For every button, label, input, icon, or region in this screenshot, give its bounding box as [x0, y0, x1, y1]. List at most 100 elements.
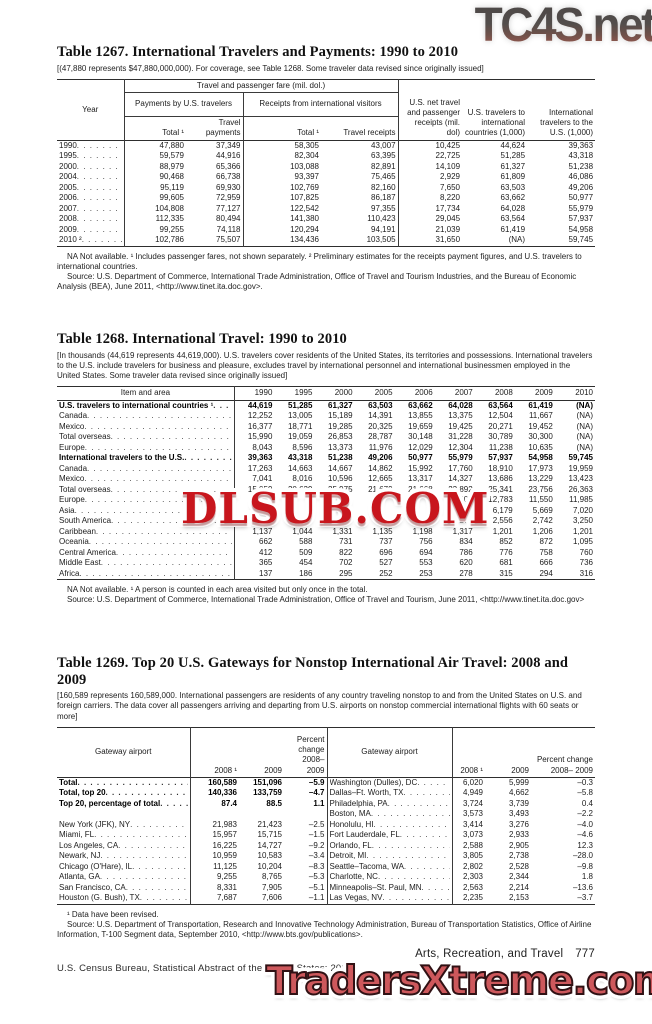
- column-header-item-area: Item and area: [57, 386, 235, 401]
- value-cell: 82,304: [294, 151, 319, 161]
- value-cell: 2,742: [532, 516, 553, 526]
- value-cell: 17,760: [448, 463, 473, 473]
- row-label-text: Chicago (O'Hare), IL: [59, 861, 133, 871]
- row-label-text: San Francisco, CA: [59, 882, 126, 892]
- value-cell: 11,667: [528, 411, 553, 421]
- value-cell: 140,336: [208, 788, 237, 798]
- value-cell: 10,204: [257, 861, 282, 871]
- row-label-text: Central America: [59, 547, 116, 557]
- row-label: Dallas–Ft. Worth, TX: [330, 788, 450, 798]
- value-cell: 2,528: [508, 861, 529, 871]
- column-header-year: 2008: [494, 388, 513, 398]
- value-cell: –2.5: [284, 819, 328, 831]
- value-cell: –5.3: [284, 872, 328, 883]
- value-cell: 26,853: [328, 432, 353, 442]
- value-cell: 872: [539, 537, 553, 547]
- value-cell: 47,880: [159, 140, 184, 150]
- value-cell: 51,285: [500, 151, 526, 161]
- value-cell: [274, 506, 314, 517]
- value-cell: 55,979: [568, 203, 594, 213]
- section-table-1268: Table 1268. International Travel: 1990 t…: [57, 331, 595, 606]
- value-cell: 2,905: [508, 840, 529, 850]
- value-cell: 16,225: [212, 840, 237, 850]
- dot-leader: [82, 235, 122, 245]
- dot-leader: [75, 506, 232, 516]
- value-cell: 43,318: [568, 151, 594, 161]
- value-cell: 12,029: [408, 442, 433, 452]
- dot-leader: [106, 788, 188, 798]
- gateway-cell: Los Angeles, CA: [57, 840, 191, 852]
- value-cell: 756: [419, 537, 433, 547]
- value-cell: 21,668: [408, 484, 433, 494]
- gateway-cell: Top 20, percentage of total: [57, 798, 191, 810]
- row-label-text: Seattle–Tacoma, WA: [329, 861, 404, 871]
- value-cell: 57,937: [488, 453, 513, 463]
- value-cell: 13,317: [408, 474, 433, 484]
- gateway-cell: Total: [57, 777, 191, 789]
- value-cell: 14,667: [328, 463, 353, 473]
- value-cell: 736: [579, 558, 593, 568]
- value-cell: 509: [299, 547, 313, 557]
- value-cell: [314, 516, 354, 527]
- value-cell: 295: [339, 568, 353, 578]
- item-area-cell: Middle East: [57, 558, 235, 569]
- year-cell: 2008: [57, 214, 125, 225]
- gateway-cell: Boston, MA: [327, 809, 453, 820]
- value-cell: 69,930: [186, 182, 244, 194]
- value-cell: –3.7: [577, 893, 593, 903]
- row-label: Chicago (O'Hare), IL: [59, 862, 188, 872]
- table-row: Central America 412 509 822 696 694 786 776 758 7…: [57, 547, 595, 559]
- value-cell: 5,999: [508, 777, 529, 787]
- row-label-text: Mexico: [59, 474, 85, 484]
- dot-leader: [85, 443, 232, 453]
- value-cell: 64,028: [448, 400, 473, 410]
- table-row: South America 274 2,556 2,742 3,250: [57, 516, 595, 527]
- value-cell: 12,252: [247, 411, 273, 421]
- value-cell: 15,715: [257, 830, 282, 840]
- row-label: 2008: [59, 214, 122, 224]
- row-label: Las Vegas, NV: [330, 893, 450, 903]
- dot-leader: [84, 422, 231, 432]
- value-cell: 43,007: [321, 140, 399, 152]
- value-cell: 43,318: [287, 453, 313, 463]
- value-cell: 10,583: [257, 851, 282, 861]
- table-row: Africa 137 186 295 252 253 278 315 294 316: [57, 568, 595, 580]
- value-cell: 8,596: [292, 442, 313, 452]
- value-cell: 13,373: [328, 442, 353, 452]
- column-header-year: 1995: [294, 388, 313, 398]
- value-cell: –3.4: [284, 851, 328, 862]
- value-cell: [355, 495, 395, 506]
- row-label: Africa: [59, 569, 232, 579]
- value-cell: 112,335: [155, 214, 184, 224]
- footer-page-number: 777: [575, 948, 595, 960]
- value-cell: 44,619: [247, 400, 273, 410]
- value-cell: 7,606: [261, 893, 282, 903]
- value-cell: [239, 809, 284, 820]
- footnote: NA Not available. ¹ A person is counted …: [67, 585, 368, 595]
- table-row: Mexico 7,041 8,016 10,596 12,665 13,317 14,327…: [57, 474, 595, 485]
- dot-leader: [79, 569, 231, 579]
- value-cell: 3,073: [462, 830, 483, 840]
- value-cell: 3,573: [462, 809, 483, 819]
- value-cell: 14,862: [368, 463, 393, 473]
- value-cell: 786: [459, 547, 473, 557]
- table-row: Los Angeles, CA 16,225 14,727–9.2Orlando, …: [57, 840, 595, 852]
- value-cell: 14,327: [448, 474, 473, 484]
- value-cell: [234, 495, 274, 506]
- value-cell: 88,979: [159, 161, 184, 171]
- value-cell: 7,020: [572, 505, 593, 515]
- row-label-text: Total, top 20: [59, 788, 106, 798]
- value-cell: 19,285: [328, 421, 353, 431]
- value-cell: 15,189: [328, 411, 353, 421]
- value-cell: (NA): [576, 400, 593, 410]
- row-label: U.S. travelers to international countrie…: [59, 401, 232, 411]
- value-cell: 3,739: [508, 798, 529, 808]
- row-label: 1995: [59, 151, 122, 161]
- column-header-year: 2000: [334, 388, 353, 398]
- value-cell: 11,238: [488, 442, 513, 452]
- item-area-cell: Asia: [57, 505, 235, 517]
- value-cell: –28.0: [572, 851, 593, 861]
- dot-leader: [132, 862, 187, 872]
